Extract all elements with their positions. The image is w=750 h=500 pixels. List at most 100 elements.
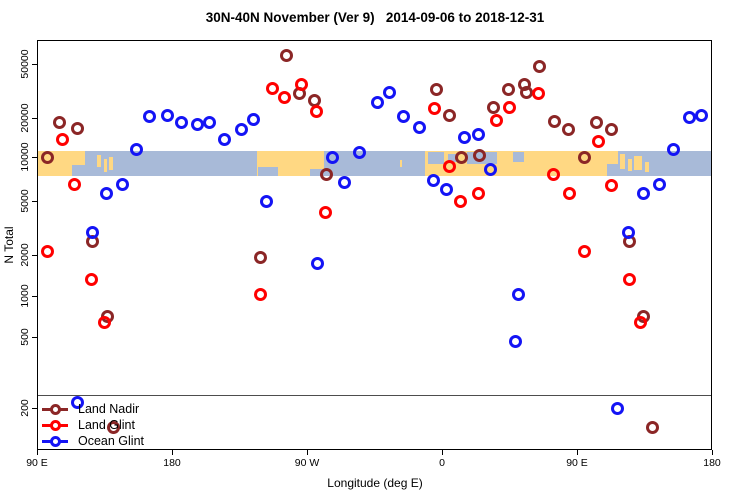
y-tick-label: 1000	[19, 284, 31, 308]
data-point-land-glint	[471, 187, 485, 201]
legend-circle-marker	[50, 404, 61, 415]
island-patch	[109, 157, 113, 170]
data-point-land-nadir	[320, 167, 333, 181]
data-point-land-nadir	[645, 421, 659, 435]
data-point-ocean-glint	[338, 175, 351, 189]
data-point-land-glint	[84, 272, 98, 286]
data-point-land-glint	[318, 206, 332, 220]
data-point-land-glint	[278, 90, 291, 104]
data-point-land-glint	[563, 187, 576, 201]
data-point-land-nadir	[501, 83, 515, 97]
island-patch	[103, 158, 107, 173]
legend-label: Land Glint	[78, 418, 135, 432]
data-point-land-nadir	[590, 116, 603, 130]
island-patch	[634, 156, 642, 170]
y-axis-label: N Total	[2, 226, 16, 264]
y-tick	[32, 408, 37, 409]
y-tick	[32, 296, 37, 297]
data-point-land-glint	[578, 245, 591, 259]
y-tick	[32, 118, 37, 119]
y-tick-label: 500	[19, 328, 31, 346]
x-tick-label: 0	[439, 457, 445, 469]
data-point-ocean-glint	[218, 133, 231, 147]
data-point-ocean-glint	[191, 118, 204, 132]
island-patch	[619, 153, 625, 169]
legend-label: Land Nadir	[78, 402, 140, 416]
y-tick	[32, 157, 37, 158]
water-notch	[71, 164, 85, 176]
y-tick	[32, 64, 37, 65]
data-point-land-glint	[41, 245, 54, 259]
data-point-ocean-glint	[326, 150, 339, 164]
water-notch	[257, 166, 278, 176]
island-patch	[400, 159, 403, 168]
y-tick-label: 200	[19, 399, 31, 417]
legend-circle-marker	[50, 420, 61, 431]
data-point-ocean-glint	[353, 145, 366, 159]
data-point-ocean-glint	[636, 187, 650, 201]
x-tick	[307, 450, 308, 455]
island-patch	[97, 154, 101, 168]
x-axis-label: Longitude (deg E)	[327, 476, 423, 490]
data-point-land-nadir	[429, 83, 443, 97]
y-tick-label: 5000	[19, 189, 31, 213]
x-tick-label: 90 W	[294, 457, 320, 469]
data-point-land-glint	[98, 315, 111, 329]
data-point-ocean-glint	[116, 177, 129, 191]
data-point-land-nadir	[533, 59, 546, 73]
data-point-ocean-glint	[426, 174, 440, 188]
data-point-ocean-glint	[621, 226, 635, 240]
data-point-ocean-glint	[413, 121, 426, 135]
data-point-ocean-glint	[458, 131, 471, 145]
data-point-land-glint	[294, 77, 308, 91]
data-point-ocean-glint	[143, 110, 156, 124]
y-tick	[32, 201, 37, 202]
data-point-land-nadir	[605, 122, 618, 136]
legend-label: Ocean Glint	[78, 434, 145, 448]
data-point-ocean-glint	[683, 110, 696, 124]
data-point-ocean-glint	[509, 335, 522, 349]
data-point-ocean-glint	[611, 401, 624, 415]
x-tick-label: 90 E	[566, 457, 588, 469]
y-tick-label: 2000	[19, 243, 31, 267]
x-tick	[172, 450, 173, 455]
x-tick-label: 180	[703, 457, 721, 469]
y-tick	[32, 255, 37, 256]
data-point-ocean-glint	[161, 108, 174, 122]
y-tick-label: 20000	[19, 103, 31, 133]
data-point-ocean-glint	[234, 122, 248, 136]
data-point-land-nadir	[486, 100, 500, 114]
x-tick	[442, 450, 443, 455]
data-point-land-glint	[68, 178, 81, 192]
data-point-land-glint	[453, 194, 467, 208]
water-notch	[512, 152, 524, 163]
x-tick	[37, 450, 38, 455]
x-tick-label: 90 E	[26, 457, 48, 469]
data-point-land-nadir	[71, 122, 84, 136]
data-point-land-nadir	[443, 109, 456, 123]
data-point-ocean-glint	[653, 177, 666, 191]
threshold-line	[37, 395, 712, 396]
data-point-land-glint	[531, 86, 545, 100]
plot-frame	[37, 40, 712, 450]
data-point-ocean-glint	[666, 142, 680, 156]
y-tick-label: 50000	[19, 49, 31, 79]
data-point-land-nadir	[548, 115, 561, 129]
data-point-land-nadir	[561, 122, 575, 136]
data-point-ocean-glint	[383, 86, 396, 100]
data-point-land-glint	[503, 101, 516, 114]
data-point-land-glint	[428, 101, 441, 115]
y-tick-label: 10000	[19, 142, 31, 172]
data-point-land-glint	[443, 160, 456, 174]
data-point-land-glint	[56, 133, 69, 147]
data-point-land-nadir	[578, 150, 591, 164]
data-point-land-nadir	[519, 86, 533, 100]
data-point-ocean-glint	[174, 116, 188, 130]
water-notch	[310, 168, 324, 176]
data-point-land-nadir	[473, 149, 486, 163]
chart-title: 30N-40N November (Ver 9) 2014-09-06 to 2…	[205, 10, 545, 25]
island-patch	[628, 158, 632, 171]
data-point-land-nadir	[455, 151, 468, 165]
data-point-ocean-glint	[203, 116, 216, 130]
